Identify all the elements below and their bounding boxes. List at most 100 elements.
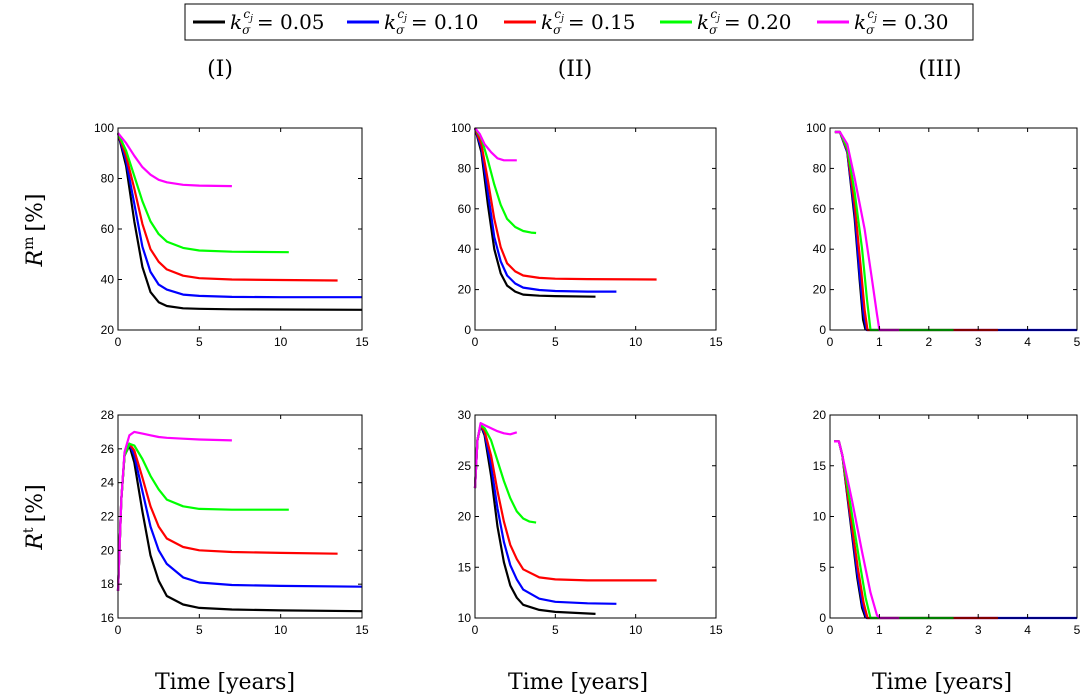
y-tick-label: 30 xyxy=(458,408,472,422)
legend-label: kσcj = 0.30 xyxy=(854,7,949,37)
x-tick-label: 0 xyxy=(115,623,122,637)
plot-area xyxy=(475,415,716,618)
y-tick-label: 18 xyxy=(101,577,115,591)
x-tick-label: 15 xyxy=(355,623,369,637)
column-header-3: (III) xyxy=(918,57,961,82)
legend-entry-0.20: kσcj = 0.20 xyxy=(660,7,792,37)
plot-area xyxy=(830,415,1077,618)
x-tick-label: 2 xyxy=(925,623,932,637)
x-tick-label: 0 xyxy=(827,335,834,349)
svg-text:Rt[%]: Rt [%] xyxy=(21,484,48,550)
series-line-0.20 xyxy=(474,127,537,235)
y-tick-label: 80 xyxy=(101,172,115,186)
axes-frame xyxy=(829,127,1078,331)
row-label-bottom-sup: t xyxy=(21,527,37,533)
legend-entry-0.05: kσcj = 0.05 xyxy=(193,7,325,37)
x-tick-label: 1 xyxy=(876,623,883,637)
legend: kσcj = 0.05 kσcj = 0.10 kσcj = 0.15 kσcj = 0.20… xyxy=(184,3,974,41)
series-line-0.05 xyxy=(116,132,363,311)
x-tick-label: 0 xyxy=(472,623,479,637)
y-tick-label: 15 xyxy=(813,459,827,473)
x-tick-label: 15 xyxy=(709,335,723,349)
y-tick-label: 24 xyxy=(101,476,115,490)
y-tick-label: 60 xyxy=(813,202,827,216)
x-tick-label: 4 xyxy=(1024,623,1031,637)
series-line-0.30 xyxy=(834,440,900,620)
y-tick-label: 100 xyxy=(451,121,471,135)
axes-frame xyxy=(474,127,717,331)
column-header-1: (I) xyxy=(207,57,233,82)
series-line-0.30 xyxy=(116,430,232,591)
legend-value: 0.10 xyxy=(434,10,479,34)
y-tick-label: 60 xyxy=(458,202,472,216)
y-tick-label: 16 xyxy=(101,611,115,625)
series-line-0.30 xyxy=(473,422,518,489)
series-line-0.30 xyxy=(117,132,232,188)
y-tick-label: 20 xyxy=(101,543,115,557)
x-tick-label: 10 xyxy=(274,335,288,349)
x-tick-label: 5 xyxy=(552,623,559,637)
series-line-0.15 xyxy=(116,132,338,282)
plot-area xyxy=(830,128,1077,330)
legend-entry-0.15: kσcj = 0.15 xyxy=(504,7,636,37)
legend-value: 0.30 xyxy=(904,10,949,34)
y-tick-label: 26 xyxy=(101,442,115,456)
series-line-0.20 xyxy=(117,132,289,254)
x-tick-label: 5 xyxy=(552,335,559,349)
row-label-top-sup: m xyxy=(21,237,37,250)
series-line-0.05 xyxy=(473,127,596,298)
y-tick-label: 40 xyxy=(101,273,115,287)
x-tick-label: 15 xyxy=(709,623,723,637)
y-tick-label: 15 xyxy=(458,560,472,574)
y-tick-label: 20 xyxy=(813,283,827,297)
panel-II-Rm: 0 5 10 15 0 20 40 60 80 100 xyxy=(451,121,723,349)
legend-value: 0.05 xyxy=(280,10,325,34)
panel-I-Rt: 0 5 10 15 16 18 20 22 24 26 28 xyxy=(101,408,369,637)
y-tick-label: 10 xyxy=(813,510,827,524)
series-line-0.10 xyxy=(116,132,362,299)
y-tick-label: 20 xyxy=(101,323,115,337)
legend-label: kσcj = 0.10 xyxy=(384,7,479,37)
x-label-3: Time [years] xyxy=(872,670,1012,695)
y-tick-label: 20 xyxy=(458,283,472,297)
x-tick-label: 10 xyxy=(629,335,643,349)
y-tick-label: 25 xyxy=(458,459,472,473)
x-tick-label: 0 xyxy=(115,335,122,349)
y-tick-label: 40 xyxy=(458,242,472,256)
series-line-0.15 xyxy=(473,127,657,281)
y-tick-label: 5 xyxy=(819,560,826,574)
y-tick-label: 0 xyxy=(819,611,826,625)
y-tick-label: 60 xyxy=(101,222,115,236)
y-tick-label: 100 xyxy=(94,121,114,135)
x-tick-label: 3 xyxy=(975,335,982,349)
series-line-0.30 xyxy=(474,127,517,162)
y-tick-label: 0 xyxy=(819,323,826,337)
y-tick-label: 80 xyxy=(813,161,827,175)
legend-label: kσcj = 0.20 xyxy=(697,7,792,37)
y-tick-label: 20 xyxy=(813,408,827,422)
row-label-top-unit: [%] xyxy=(23,194,48,232)
x-tick-label: 10 xyxy=(274,623,288,637)
x-tick-label: 15 xyxy=(355,335,369,349)
legend-entry-0.10: kσcj = 0.10 xyxy=(347,7,479,37)
x-tick-label: 5 xyxy=(1074,623,1081,637)
x-tick-label: 2 xyxy=(925,335,932,349)
svg-text:Rm[%]: Rm [%] xyxy=(21,194,48,268)
row-label-bottom-base: R xyxy=(23,533,48,551)
x-tick-label: 0 xyxy=(472,335,479,349)
x-label-1: Time [years] xyxy=(155,670,295,695)
series-line-0.10 xyxy=(473,127,617,293)
legend-value: 0.20 xyxy=(747,10,792,34)
y-tick-label: 10 xyxy=(458,611,472,625)
y-tick-label: 20 xyxy=(458,510,472,524)
panel-I-Rm: 0 5 10 15 20 40 60 80 100 xyxy=(94,121,369,349)
legend-value: 0.15 xyxy=(591,10,636,34)
panel-II-Rt: 0 5 10 15 10 15 20 25 30 xyxy=(458,408,723,637)
panel-III-Rm: 0 1 2 3 4 5 0 20 40 60 80 100 xyxy=(806,121,1081,349)
legend-label: kσcj = 0.05 xyxy=(230,7,325,37)
plot-area xyxy=(475,128,716,330)
y-tick-label: 40 xyxy=(813,242,827,256)
panel-III-Rt: 0 1 2 3 4 5 0 5 10 15 20 xyxy=(813,408,1081,637)
legend-entry-0.30: kσcj = 0.30 xyxy=(817,7,949,37)
